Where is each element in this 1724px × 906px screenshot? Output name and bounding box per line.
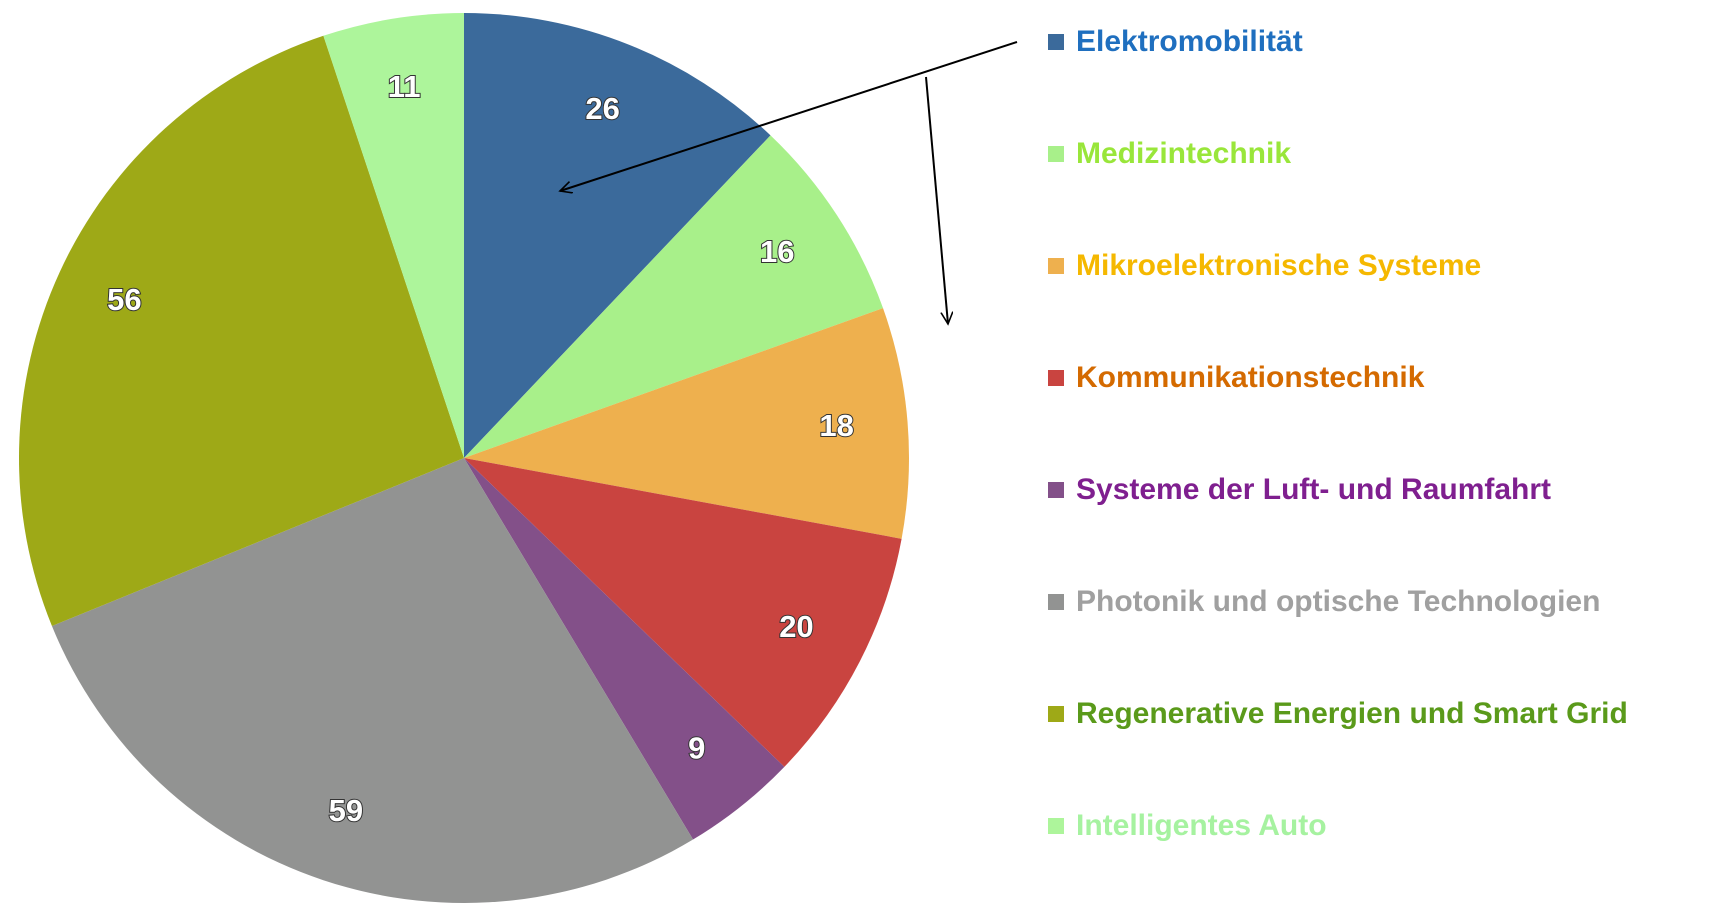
- legend-swatch: [1048, 482, 1064, 498]
- pie-slice: [464, 458, 785, 840]
- pie-slice: [323, 12, 464, 458]
- legend-label: Regenerative Energien und Smart Grid: [1076, 697, 1628, 730]
- legend-swatch: [1048, 370, 1064, 386]
- data-label: 9: [688, 731, 705, 766]
- data-label: 59: [329, 793, 363, 828]
- data-label: 18: [819, 408, 853, 443]
- pie-slice: [51, 458, 694, 904]
- pie-slice: [464, 135, 884, 458]
- legend-label: Elektromobilität: [1076, 25, 1303, 58]
- data-label: 20: [779, 609, 813, 644]
- data-label: 11: [388, 69, 421, 104]
- legend-label: Mikroelektronische Systeme: [1076, 249, 1481, 282]
- legend-swatch: [1048, 258, 1064, 274]
- pie-slice: [464, 308, 909, 539]
- data-label: 56: [107, 282, 141, 317]
- arrow: [560, 41, 1018, 191]
- legend-label: Kommunikationstechnik: [1076, 361, 1425, 394]
- pie: 26 16 18 20 9 59 56 11: [19, 12, 909, 904]
- legend-label: Intelligentes Auto: [1076, 809, 1327, 842]
- legend-label: Medizintechnik: [1076, 137, 1291, 170]
- legend-swatch: [1048, 818, 1064, 834]
- legend: Elektromobilität Medizintechnik Mikroelekt…: [1048, 25, 1628, 842]
- legend-label: Systeme der Luft- und Raumfahrt: [1076, 473, 1551, 506]
- legend-swatch: [1048, 146, 1064, 162]
- legend-label: Photonik und optische Technologien: [1076, 585, 1600, 618]
- data-label: 16: [760, 234, 794, 269]
- legend-swatch: [1048, 594, 1064, 610]
- pie-slice: [464, 458, 902, 767]
- data-label: 26: [585, 91, 619, 126]
- arrow: [925, 76, 948, 324]
- pie-slice: [464, 13, 771, 458]
- legend-swatch: [1048, 34, 1064, 50]
- legend-swatch: [1048, 706, 1064, 722]
- pie-slice: [19, 35, 465, 627]
